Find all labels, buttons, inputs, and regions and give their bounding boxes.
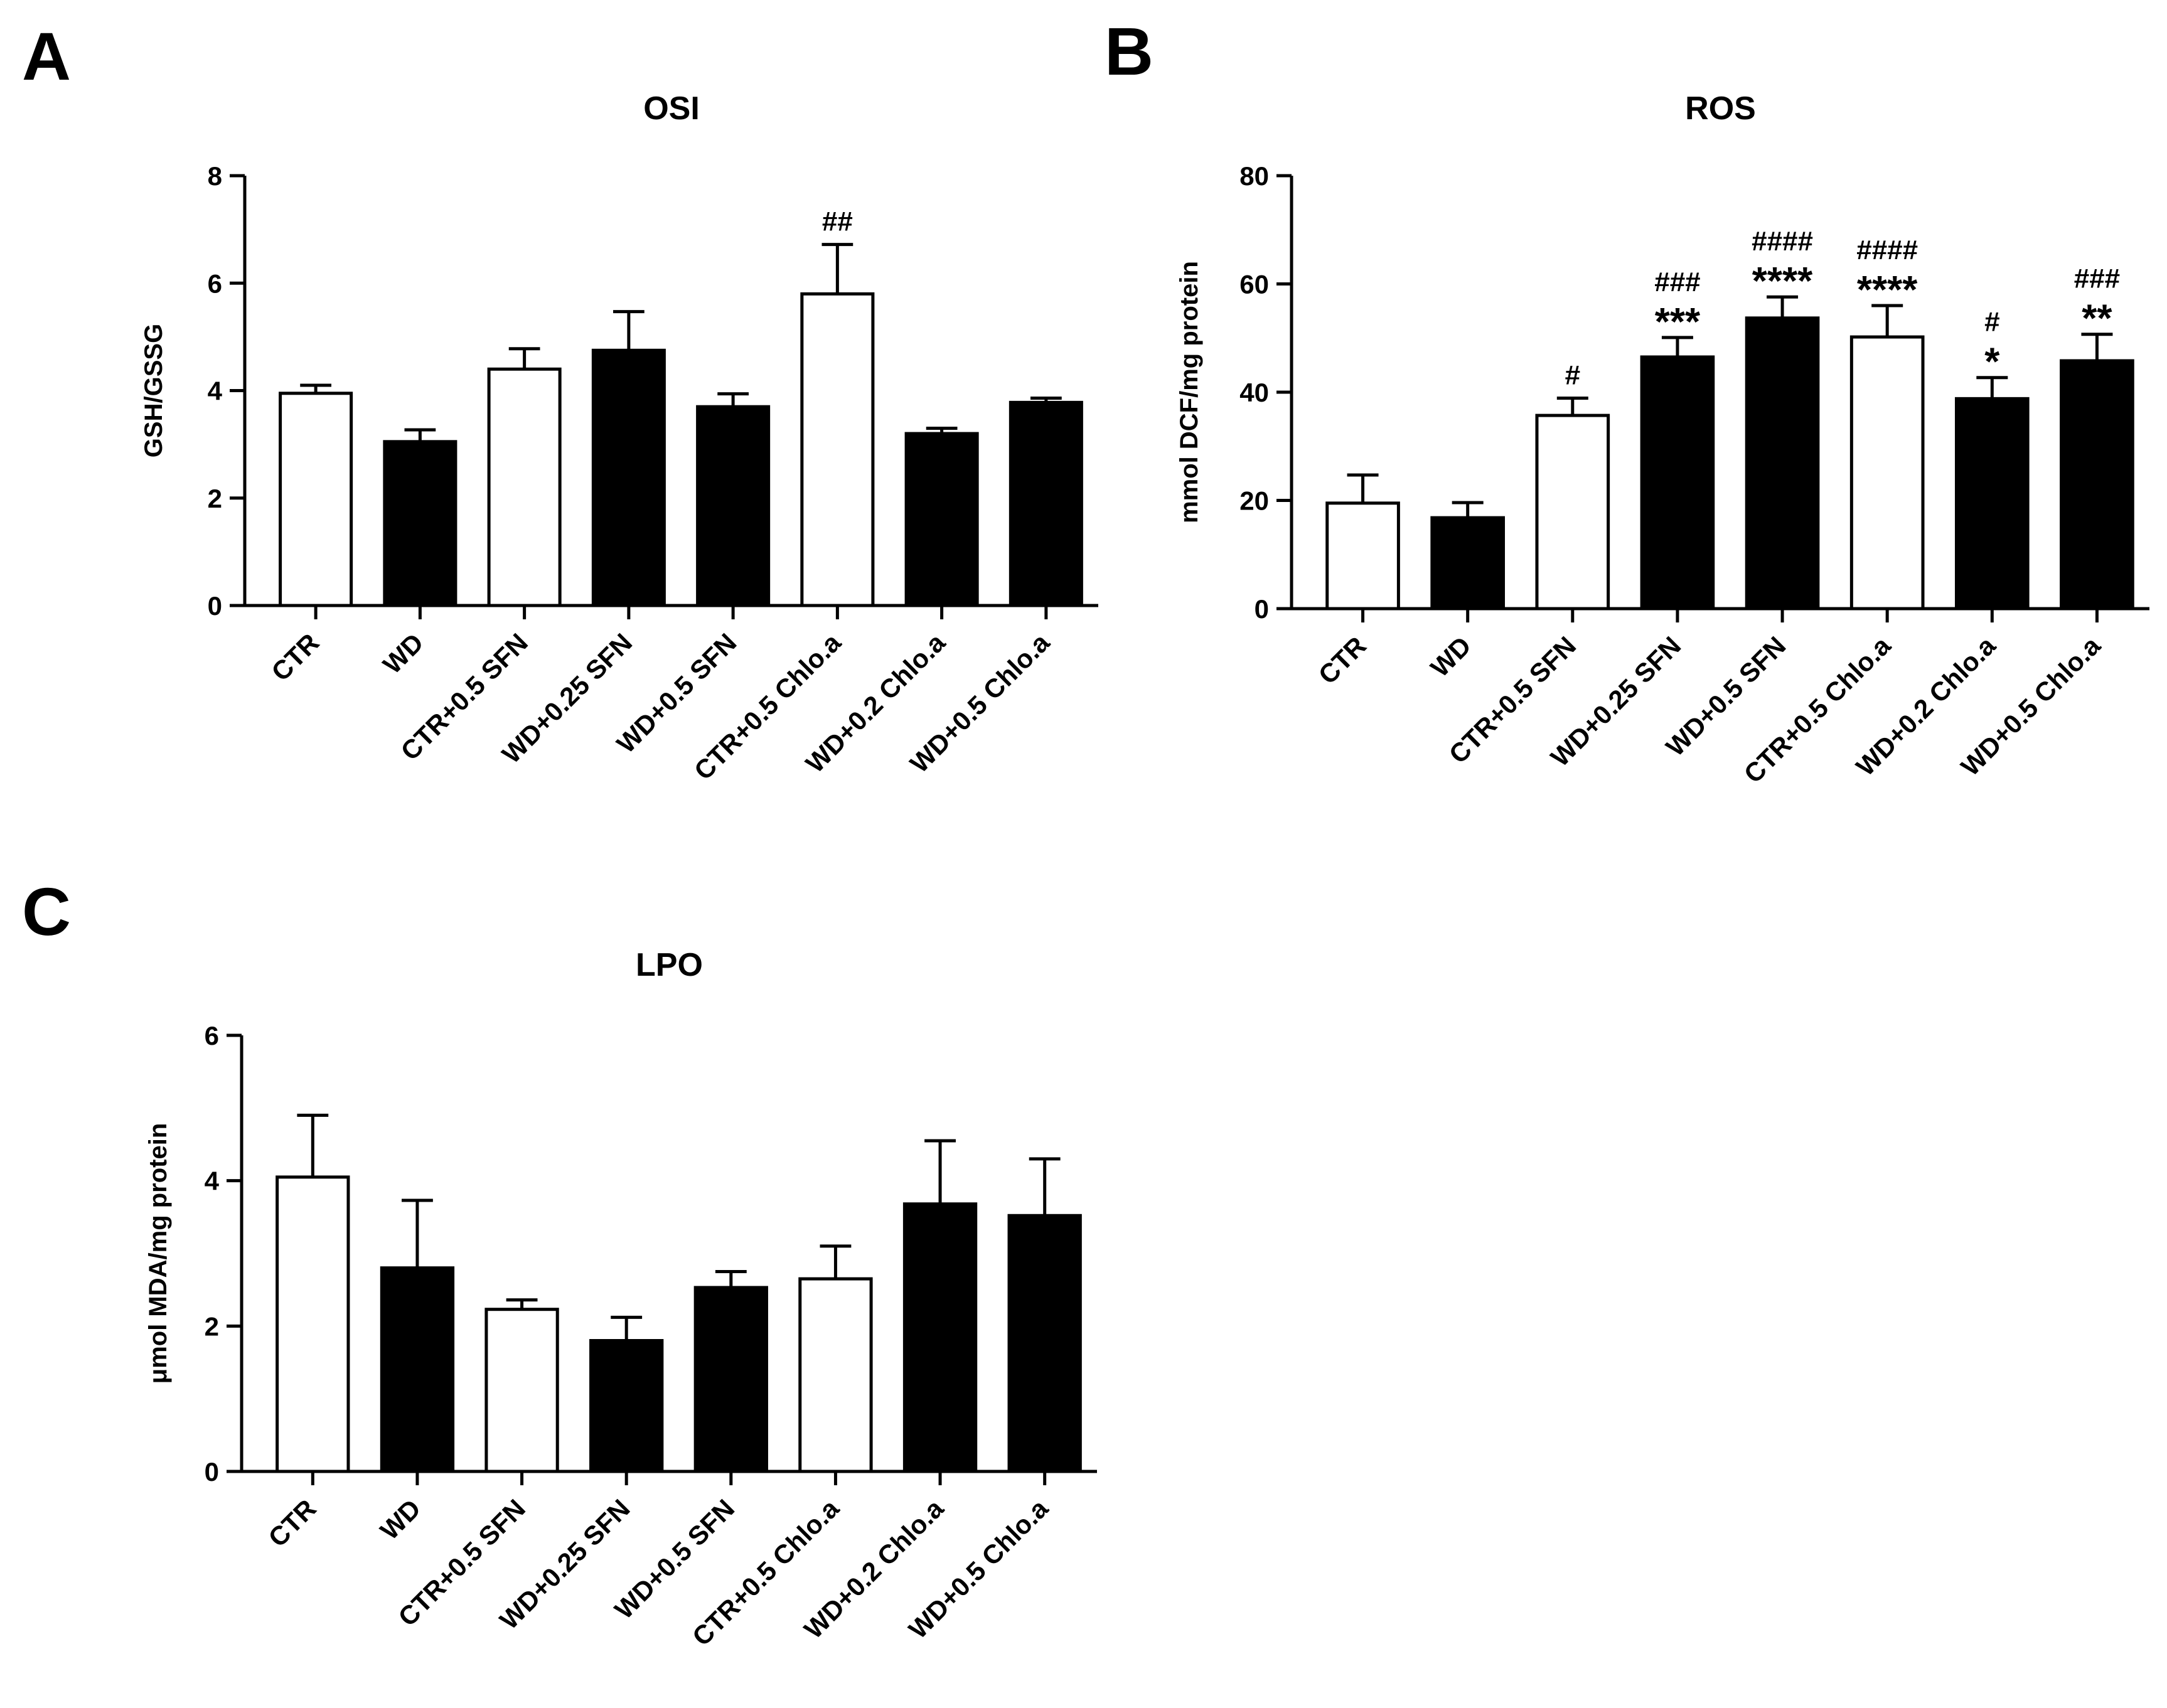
y-tick-label: 80	[1239, 161, 1269, 191]
bar	[1009, 400, 1083, 607]
y-axis-label: mmol DCF/mg protein	[1175, 261, 1203, 523]
y-axis-label: μmol MDA/mg protein	[144, 1123, 172, 1384]
x-tick-label: CTR	[265, 627, 324, 686]
y-tick-label: 4	[205, 1166, 220, 1196]
significance-label: ####	[1752, 226, 1813, 257]
significance-label: ***	[1655, 301, 1701, 344]
y-tick-label: 40	[1239, 378, 1269, 407]
bar	[902, 1202, 978, 1473]
y-tick-label: 4	[208, 376, 223, 406]
significance-label: ##	[822, 206, 853, 237]
bar	[484, 1308, 559, 1473]
significance-label: **	[2082, 297, 2112, 341]
significance-label: *	[1984, 341, 2000, 384]
bar	[276, 1175, 350, 1473]
significance-label: ###	[1654, 267, 1700, 297]
bar	[904, 432, 979, 607]
bar	[1849, 335, 1925, 611]
bar	[380, 1266, 455, 1473]
y-tick-label: 0	[1255, 594, 1269, 624]
bar	[1745, 316, 1820, 611]
chart-title: ROS	[1685, 90, 1756, 127]
panel-label-c: C	[22, 873, 71, 949]
panel-label-b: B	[1105, 13, 1153, 89]
y-tick-label: 2	[208, 484, 222, 513]
x-tick-label: WD	[1425, 631, 1477, 683]
bar	[696, 405, 771, 607]
y-tick-label: 20	[1239, 486, 1269, 516]
y-tick-label: 8	[208, 161, 222, 191]
bar	[1535, 414, 1610, 611]
x-tick-label: WD	[375, 1493, 427, 1545]
bar	[693, 1286, 768, 1473]
significance-label: ****	[1857, 269, 1918, 312]
y-tick-label: 60	[1239, 270, 1269, 299]
bar	[1325, 501, 1400, 611]
y-tick-label: 6	[205, 1021, 219, 1050]
significance-label: #	[1565, 360, 1580, 390]
bar	[1954, 397, 2030, 611]
y-axis-label: GSH/GSSG	[140, 324, 168, 457]
bar	[591, 348, 666, 607]
significance-label: ###	[2074, 264, 2120, 294]
x-tick-label: CTR	[262, 1493, 321, 1552]
y-tick-label: 2	[205, 1311, 219, 1341]
bar	[487, 367, 562, 607]
bar	[1007, 1214, 1082, 1473]
bar	[589, 1339, 664, 1473]
bar	[2060, 359, 2134, 611]
panel-label-a: A	[22, 18, 71, 94]
significance-label: #	[1984, 307, 1999, 338]
chart-title: LPO	[636, 947, 703, 983]
bar	[1640, 355, 1715, 611]
x-tick-label: WD	[377, 627, 429, 680]
y-tick-label: 6	[208, 269, 222, 298]
bar	[383, 440, 457, 607]
bar	[1430, 516, 1506, 611]
chart-title: OSI	[643, 90, 700, 127]
bar	[800, 292, 875, 607]
bar	[798, 1277, 873, 1473]
x-tick-label: CTR	[1313, 631, 1372, 690]
y-tick-label: 0	[208, 591, 222, 621]
y-tick-label: 0	[205, 1457, 219, 1486]
significance-label: ####	[1856, 235, 1918, 265]
bar	[279, 392, 353, 607]
significance-label: ****	[1752, 260, 1813, 303]
